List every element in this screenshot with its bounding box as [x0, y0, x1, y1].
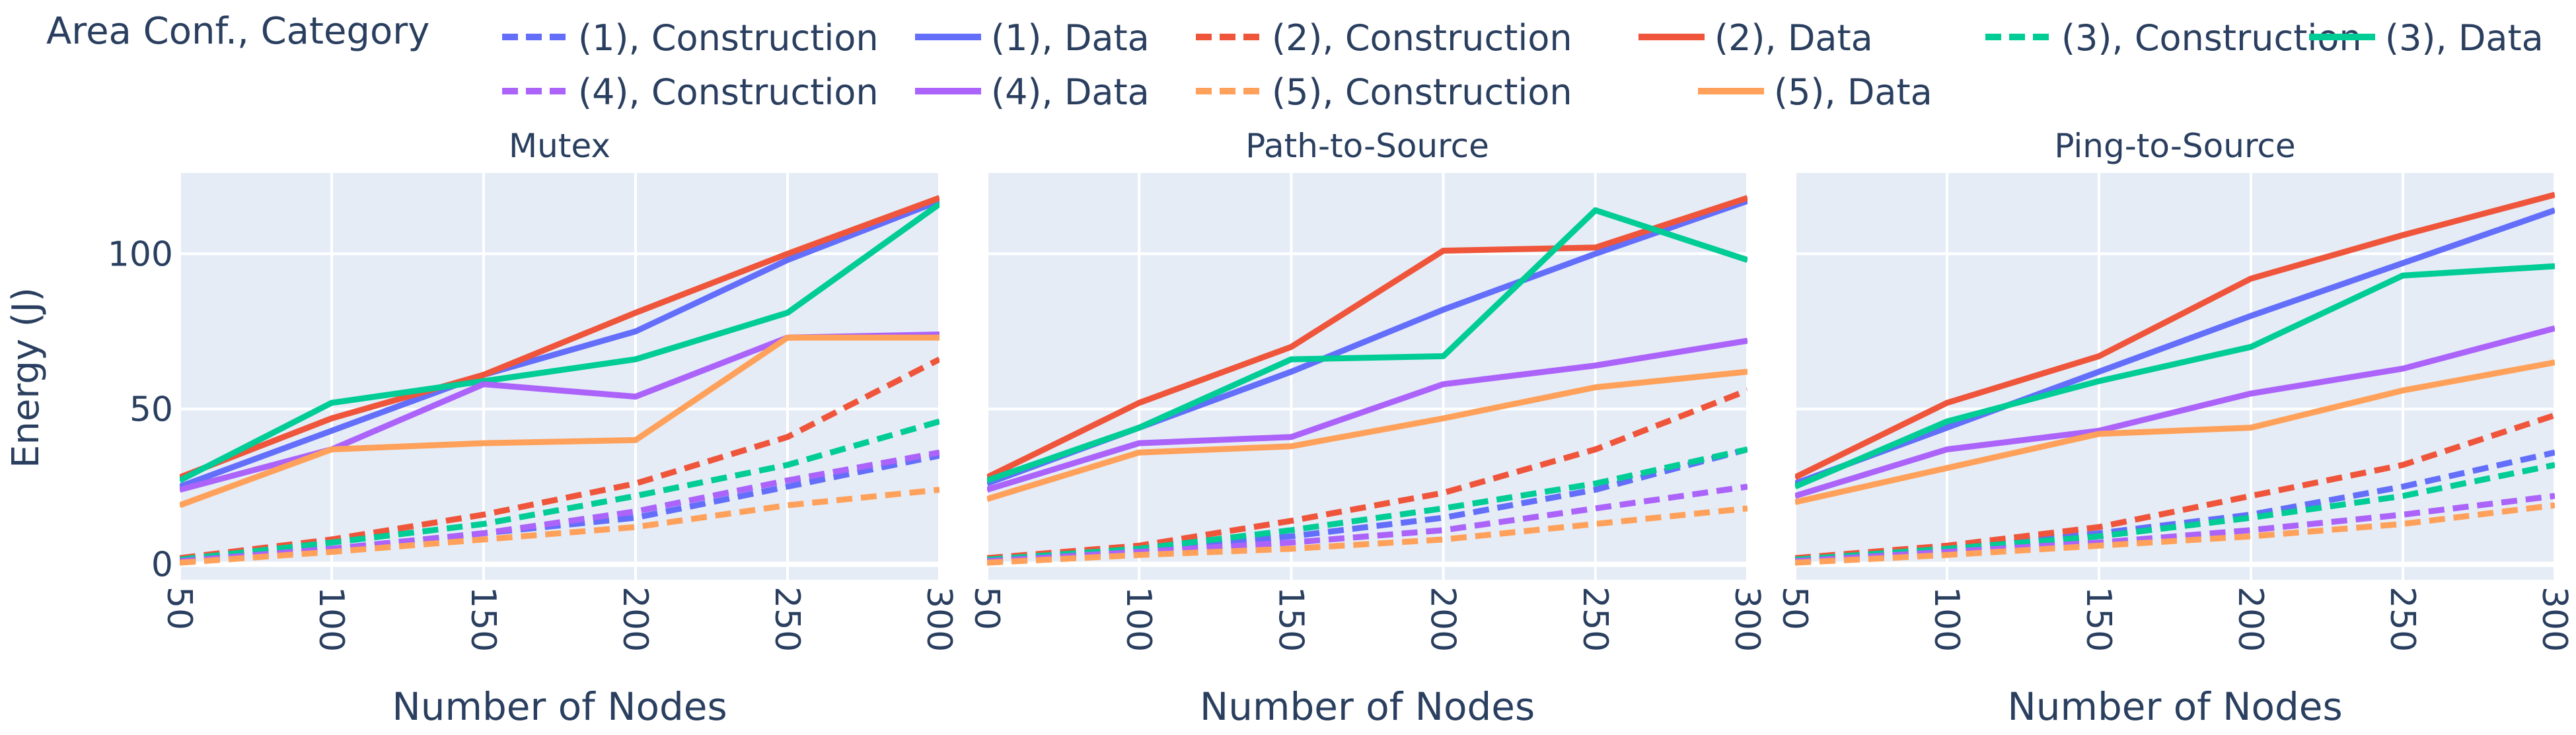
series-line-5-construction — [1795, 502, 2555, 566]
legend-item-2-data[interactable]: (2), Data — [1638, 17, 1873, 59]
panel-path-to-source: Path-to-Source 50 100 150 200 250 300 Number of… — [967, 127, 1767, 729]
series-lines — [987, 195, 1748, 566]
x-tick-label: 50 — [967, 586, 1006, 630]
series-line-4-data — [1795, 325, 2555, 499]
legend-item-3-construction[interactable]: (3), Construction — [1985, 17, 2362, 59]
legend-item-2-construction[interactable]: (2), Construction — [1196, 17, 1572, 59]
plot-background — [180, 173, 939, 580]
legend-label: (5), Data — [1774, 71, 1932, 113]
series-line-2-data — [180, 195, 939, 480]
y-tick-label: 0 — [151, 545, 173, 584]
series-line-5-data — [987, 368, 1748, 503]
panel-title: Mutex — [509, 127, 610, 165]
plot-background — [1795, 173, 2555, 580]
x-tick-label: 50 — [1775, 586, 1814, 630]
series-line-5-construction — [180, 487, 939, 566]
series-line-4-data — [987, 337, 1748, 493]
series-line-3-data — [1795, 263, 2555, 490]
x-tick-label: 150 — [2079, 586, 2118, 652]
legend-label: (5), Construction — [1272, 71, 1572, 113]
series-line-3-construction — [180, 418, 939, 563]
x-tick-label: 150 — [1270, 586, 1310, 652]
x-tick-label: 250 — [2382, 586, 2422, 652]
series-line-3-data — [987, 207, 1748, 483]
x-tick-label: 50 — [159, 586, 199, 630]
legend-label: (4), Construction — [578, 71, 879, 113]
x-tick-label: 300 — [2534, 586, 2574, 652]
panel-ping-to-source: Ping-to-Source 50 100 150 200 250 300 Number of… — [1775, 127, 2574, 729]
series-line-5-data — [1795, 359, 2555, 505]
series-line-5-data — [180, 334, 939, 508]
x-tick-label: 100 — [1927, 586, 1966, 652]
x-tick-label: 200 — [2230, 586, 2270, 652]
series-line-2-data — [1795, 192, 2555, 480]
legend-item-1-construction[interactable]: (1), Construction — [502, 17, 879, 59]
legend-item-3-data[interactable]: (3), Data — [2309, 17, 2544, 59]
legend-title: Area Conf., Category — [46, 10, 429, 53]
series-line-2-data — [987, 195, 1748, 480]
legend-label: (2), Construction — [1272, 17, 1572, 59]
legend-label: (1), Data — [991, 17, 1150, 59]
series-lines — [1795, 192, 2555, 566]
legend-label: (1), Construction — [578, 17, 879, 59]
x-tick-label: 200 — [1423, 586, 1463, 652]
series-line-1-data — [180, 198, 939, 490]
series-lines — [180, 195, 939, 566]
y-tick-label: 50 — [129, 390, 173, 429]
legend-label: (3), Data — [2385, 17, 2544, 59]
legend-item-5-data[interactable]: (5), Data — [1698, 71, 1932, 113]
x-axis-title: Number of Nodes — [392, 684, 727, 729]
y-axis-title: Energy (J) — [5, 287, 48, 468]
panel-title: Path-to-Source — [1245, 127, 1489, 165]
legend-item-5-construction[interactable]: (5), Construction — [1196, 71, 1572, 113]
x-tick-label: 300 — [1727, 586, 1767, 652]
x-tick-label: 250 — [767, 586, 807, 652]
legend-item-4-data[interactable]: (4), Data — [915, 71, 1150, 113]
x-tick-label: 100 — [311, 586, 351, 652]
x-tick-label: 300 — [919, 586, 959, 652]
x-tick-label: 150 — [463, 586, 503, 652]
y-tick-label: 100 — [108, 234, 173, 274]
x-tick-label: 100 — [1119, 586, 1158, 652]
series-line-5-construction — [987, 505, 1748, 566]
legend: Area Conf., Category (1), Construction (1… — [46, 10, 2544, 113]
panel-title: Ping-to-Source — [2054, 127, 2295, 165]
legend-label: (4), Data — [991, 71, 1150, 113]
x-tick-label: 200 — [615, 586, 655, 652]
x-tick-label: 250 — [1575, 586, 1615, 652]
x-axis-title: Number of Nodes — [2007, 684, 2342, 729]
series-line-1-data — [1795, 207, 2555, 487]
legend-item-1-data[interactable]: (1), Data — [915, 17, 1150, 59]
x-axis-title: Number of Nodes — [1200, 684, 1535, 729]
legend-label: (2), Data — [1714, 17, 1873, 59]
legend-item-4-construction[interactable]: (4), Construction — [502, 71, 879, 113]
series-line-3-data — [180, 201, 939, 483]
